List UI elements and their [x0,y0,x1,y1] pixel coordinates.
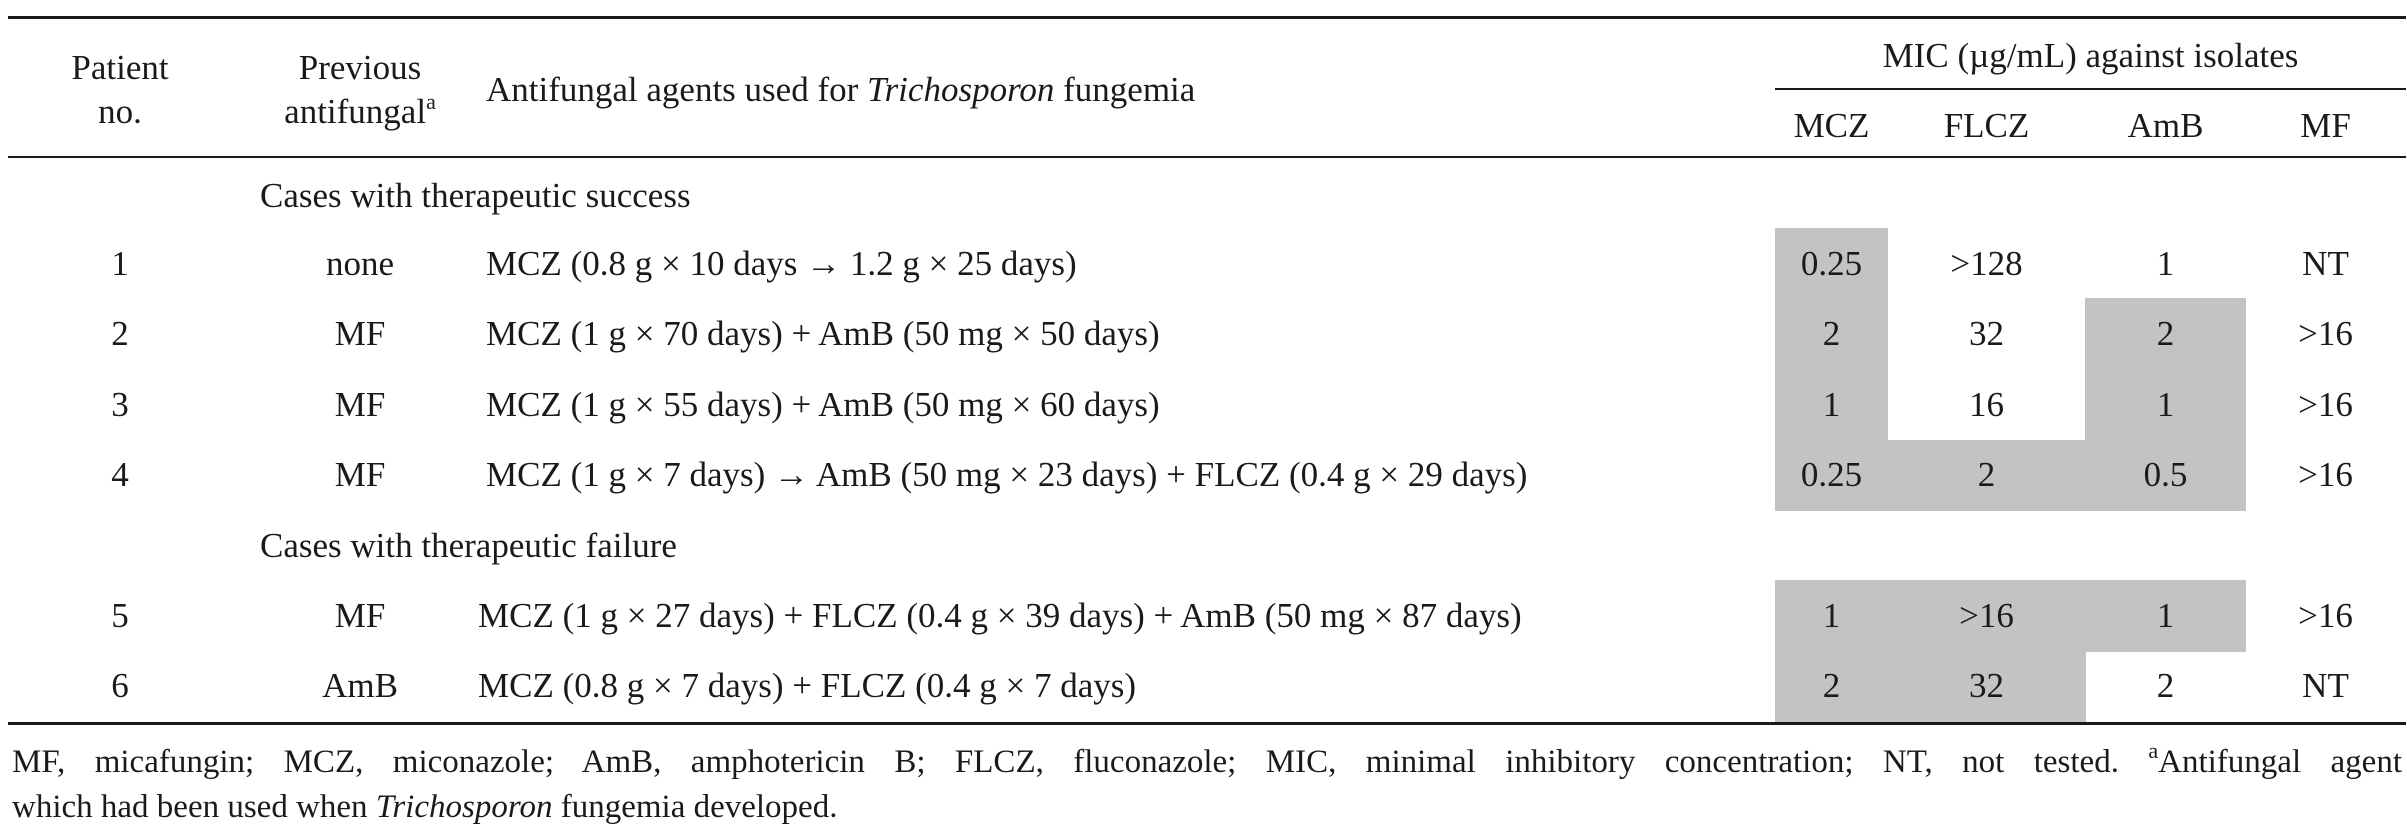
cell-mic-flcz: >128 [1950,244,2023,283]
cell-mic-mf: >16 [2298,455,2353,494]
cell-mic-mcz: 0.25 [1800,244,1863,283]
cell-previous: none [325,244,395,283]
cell-patient-no: 6 [111,666,129,705]
cell-mic-flcz: 2 [1977,455,1996,494]
cell-previous: MF [334,596,386,635]
cell-mic-mcz: 0.25 [1800,455,1863,494]
cell-mic-amb: 2 [2156,314,2175,353]
mic-group-rule [1775,88,2406,90]
cell-mic-mf: >16 [2298,314,2353,353]
cell-mic-amb: 1 [2156,244,2175,283]
shade-amb-rows-2-4 [2085,298,2246,511]
cell-mic-flcz: 16 [1969,385,2004,424]
cell-mic-flcz: 32 [1969,666,2004,705]
cell-agents: MCZ (1 g × 55 days) + AmB (50 mg × 60 da… [486,385,1160,424]
section-success: Cases with therapeutic success [260,176,691,215]
shade-flcz-row-4 [1887,440,2086,511]
shade-row-6 [1775,651,2086,722]
header-mic-group: MIC (µg/mL) against isolates [1882,36,2299,75]
cell-agents: MCZ (1 g × 7 days) → AmB (50 mg × 23 day… [486,455,1528,494]
cell-mic-amb: 2 [2156,666,2175,705]
cell-previous: MF [334,455,386,494]
cell-mic-mf: NT [2302,666,2349,705]
cell-agents: MCZ (0.8 g × 7 days) + FLCZ (0.4 g × 7 d… [478,666,1137,705]
cell-mic-amb: 1 [2156,596,2175,635]
header-col-mf: MF [2300,106,2351,145]
header-previous-antifungal: Previous antifungala [284,48,436,131]
cell-mic-mcz: 1 [1822,385,1841,424]
shade-mcz-rows-1-4 [1775,228,1888,511]
table-top-rule [8,16,2406,19]
header-antifungal-agents: Antifungal agents used for Trichosporon … [486,70,1196,109]
cell-agents: MCZ (0.8 g × 10 days → 1.2 g × 25 days) [486,244,1077,283]
header-bottom-rule [8,156,2406,158]
header-col-flcz: FLCZ [1943,106,2030,145]
cell-mic-flcz: >16 [1959,596,2014,635]
cell-mic-mcz: 1 [1822,596,1841,635]
cell-patient-no: 4 [111,455,129,494]
cell-mic-mf: >16 [2298,385,2353,424]
cell-mic-amb: 1 [2156,385,2175,424]
cell-patient-no: 3 [111,385,129,424]
cell-previous: AmB [322,666,398,705]
cell-patient-no: 1 [111,244,129,283]
cell-patient-no: 5 [111,596,129,635]
cell-agents: MCZ (1 g × 27 days) + FLCZ (0.4 g × 39 d… [478,596,1522,635]
cell-mic-mf: >16 [2298,596,2353,635]
section-failure: Cases with therapeutic failure [260,526,677,565]
header-col-amb: AmB [2127,106,2204,145]
shade-row-5 [1775,580,2246,652]
header-col-mcz: MCZ [1793,106,1870,145]
table-footnote: MF, micafungin; MCZ, miconazole; AmB, am… [12,738,2402,826]
cell-mic-amb: 0.5 [2143,455,2188,494]
cell-patient-no: 2 [111,314,129,353]
cell-agents: MCZ (1 g × 70 days) + AmB (50 mg × 50 da… [486,314,1160,353]
cell-mic-mcz: 2 [1822,314,1841,353]
cell-mic-mf: NT [2302,244,2349,283]
cell-mic-mcz: 2 [1822,666,1841,705]
cell-mic-flcz: 32 [1969,314,2004,353]
table-bottom-rule [8,722,2406,725]
cell-previous: MF [334,385,386,424]
header-patient-no: Patient no. [71,48,169,131]
cell-previous: MF [334,314,386,353]
